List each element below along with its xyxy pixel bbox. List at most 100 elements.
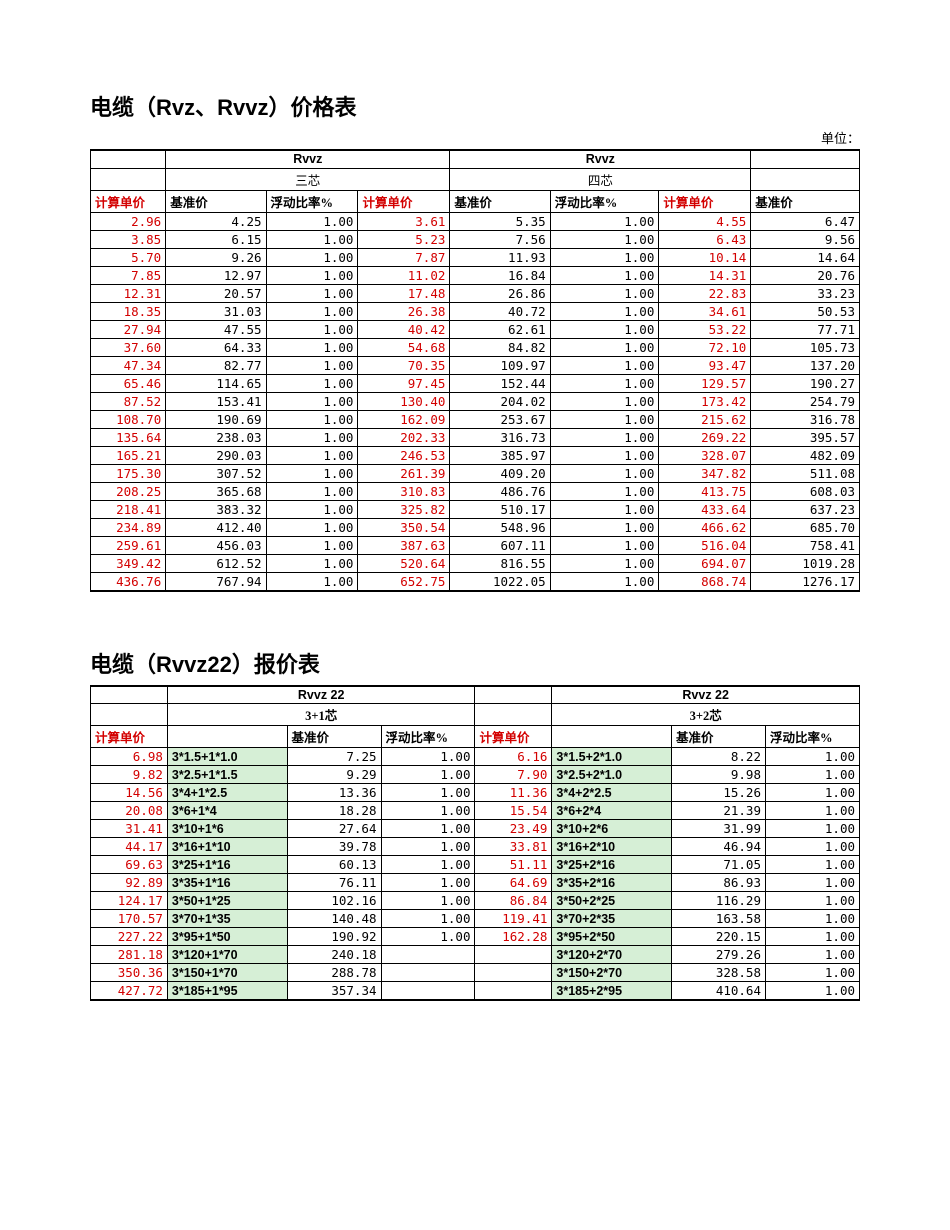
table-row: 69.633*25+1*1660.131.0051.113*25+2*1671.… bbox=[91, 856, 860, 874]
cell: 1.00 bbox=[550, 284, 659, 302]
cell: 153.41 bbox=[166, 392, 266, 410]
cell: 97.45 bbox=[358, 374, 450, 392]
cell: 40.72 bbox=[450, 302, 550, 320]
cell: 1.00 bbox=[550, 320, 659, 338]
col-jisuan: 计算单价 bbox=[475, 726, 552, 748]
cell: 310.83 bbox=[358, 482, 450, 500]
cell: 316.73 bbox=[450, 428, 550, 446]
cell: 6.47 bbox=[751, 212, 860, 230]
cell: 365.68 bbox=[166, 482, 266, 500]
cell: 54.68 bbox=[358, 338, 450, 356]
cell: 9.82 bbox=[91, 766, 168, 784]
cell: 1019.28 bbox=[751, 554, 860, 572]
cell: 520.64 bbox=[358, 554, 450, 572]
cell: 1.00 bbox=[381, 856, 475, 874]
cell: 76.11 bbox=[287, 874, 381, 892]
cell: 1.00 bbox=[550, 374, 659, 392]
cell: 86.84 bbox=[475, 892, 552, 910]
cell: 767.94 bbox=[166, 572, 266, 591]
spec-cell: 3*70+1*35 bbox=[167, 910, 287, 928]
cell: 1.00 bbox=[266, 284, 358, 302]
cell: 5.35 bbox=[450, 212, 550, 230]
cell: 1.00 bbox=[550, 428, 659, 446]
cell: 1.00 bbox=[765, 982, 859, 1001]
cell: 246.53 bbox=[358, 446, 450, 464]
cell: 227.22 bbox=[91, 928, 168, 946]
cell: 279.26 bbox=[672, 946, 766, 964]
table-row: 349.42612.521.00520.64816.551.00694.0710… bbox=[91, 554, 860, 572]
cell: 37.60 bbox=[91, 338, 166, 356]
cell: 410.64 bbox=[672, 982, 766, 1001]
spec-cell: 3*4+2*2.5 bbox=[552, 784, 672, 802]
cell: 51.11 bbox=[475, 856, 552, 874]
cell: 34.61 bbox=[659, 302, 751, 320]
cell: 12.97 bbox=[166, 266, 266, 284]
cell: 1.00 bbox=[381, 784, 475, 802]
cell: 1.00 bbox=[550, 410, 659, 428]
cell bbox=[475, 982, 552, 1001]
cell: 135.64 bbox=[91, 428, 166, 446]
cell: 15.54 bbox=[475, 802, 552, 820]
table2: Rvvz 22 Rvvz 22 3+1芯 3+2芯 计算单价 基准价 浮动比率%… bbox=[90, 685, 860, 1002]
cell: 119.41 bbox=[475, 910, 552, 928]
cell: 108.70 bbox=[91, 410, 166, 428]
cell: 4.25 bbox=[166, 212, 266, 230]
table-row: 427.723*185+1*95357.343*185+2*95410.641.… bbox=[91, 982, 860, 1001]
cell: 20.76 bbox=[751, 266, 860, 284]
cell: 9.26 bbox=[166, 248, 266, 266]
cell: 290.03 bbox=[166, 446, 266, 464]
cell: 1.00 bbox=[266, 356, 358, 374]
table-row: 170.573*70+1*35140.481.00119.413*70+2*35… bbox=[91, 910, 860, 928]
cell: 17.48 bbox=[358, 284, 450, 302]
cell: 1.00 bbox=[765, 766, 859, 784]
table-row: 227.223*95+1*50190.921.00162.283*95+2*50… bbox=[91, 928, 860, 946]
table1-header-cols: 计算单价 基准价 浮动比率% 计算单价 基准价 浮动比率% 计算单价 基准价 bbox=[91, 190, 860, 212]
cell: 427.72 bbox=[91, 982, 168, 1001]
cell: 413.75 bbox=[659, 482, 751, 500]
cell: 1.00 bbox=[381, 910, 475, 928]
cell: 190.69 bbox=[166, 410, 266, 428]
col-jisuan: 计算单价 bbox=[358, 190, 450, 212]
cell: 71.05 bbox=[672, 856, 766, 874]
cell: 162.28 bbox=[475, 928, 552, 946]
cell: 758.41 bbox=[751, 536, 860, 554]
cell: 288.78 bbox=[287, 964, 381, 982]
cell: 307.52 bbox=[166, 464, 266, 482]
cell: 1.00 bbox=[381, 928, 475, 946]
cell: 1.00 bbox=[266, 446, 358, 464]
cell: 140.48 bbox=[287, 910, 381, 928]
cell: 816.55 bbox=[450, 554, 550, 572]
cell: 1.00 bbox=[550, 536, 659, 554]
cell: 116.29 bbox=[672, 892, 766, 910]
cell: 62.61 bbox=[450, 320, 550, 338]
spec-cell: 3*70+2*35 bbox=[552, 910, 672, 928]
cell: 254.79 bbox=[751, 392, 860, 410]
cell: 516.04 bbox=[659, 536, 751, 554]
cell: 350.54 bbox=[358, 518, 450, 536]
table-row: 281.183*120+1*70240.183*120+2*70279.261.… bbox=[91, 946, 860, 964]
cell: 1.00 bbox=[550, 500, 659, 518]
cell: 31.99 bbox=[672, 820, 766, 838]
cell: 7.56 bbox=[450, 230, 550, 248]
cell: 5.70 bbox=[91, 248, 166, 266]
cell: 1.00 bbox=[266, 338, 358, 356]
spec-cell: 3*150+2*70 bbox=[552, 964, 672, 982]
spec-cell: 3*4+1*2.5 bbox=[167, 784, 287, 802]
cell: 60.13 bbox=[287, 856, 381, 874]
spec-cell: 3*1.5+2*1.0 bbox=[552, 748, 672, 766]
cell: 21.39 bbox=[672, 802, 766, 820]
cell: 3.61 bbox=[358, 212, 450, 230]
table-row: 31.413*10+1*627.641.0023.493*10+2*631.99… bbox=[91, 820, 860, 838]
cell: 86.93 bbox=[672, 874, 766, 892]
cell: 16.84 bbox=[450, 266, 550, 284]
table-row: 87.52153.411.00130.40204.021.00173.42254… bbox=[91, 392, 860, 410]
spec-cell: 3*95+2*50 bbox=[552, 928, 672, 946]
table-row: 9.823*2.5+1*1.59.291.007.903*2.5+2*1.09.… bbox=[91, 766, 860, 784]
t1-group-1: Rvvz bbox=[166, 150, 450, 168]
cell: 1.00 bbox=[550, 248, 659, 266]
cell: 64.69 bbox=[475, 874, 552, 892]
table2-header-cols: 计算单价 基准价 浮动比率% 计算单价 基准价 浮动比率% bbox=[91, 726, 860, 748]
cell: 1.00 bbox=[266, 464, 358, 482]
spec-cell: 3*50+1*25 bbox=[167, 892, 287, 910]
col-spec bbox=[167, 726, 287, 748]
